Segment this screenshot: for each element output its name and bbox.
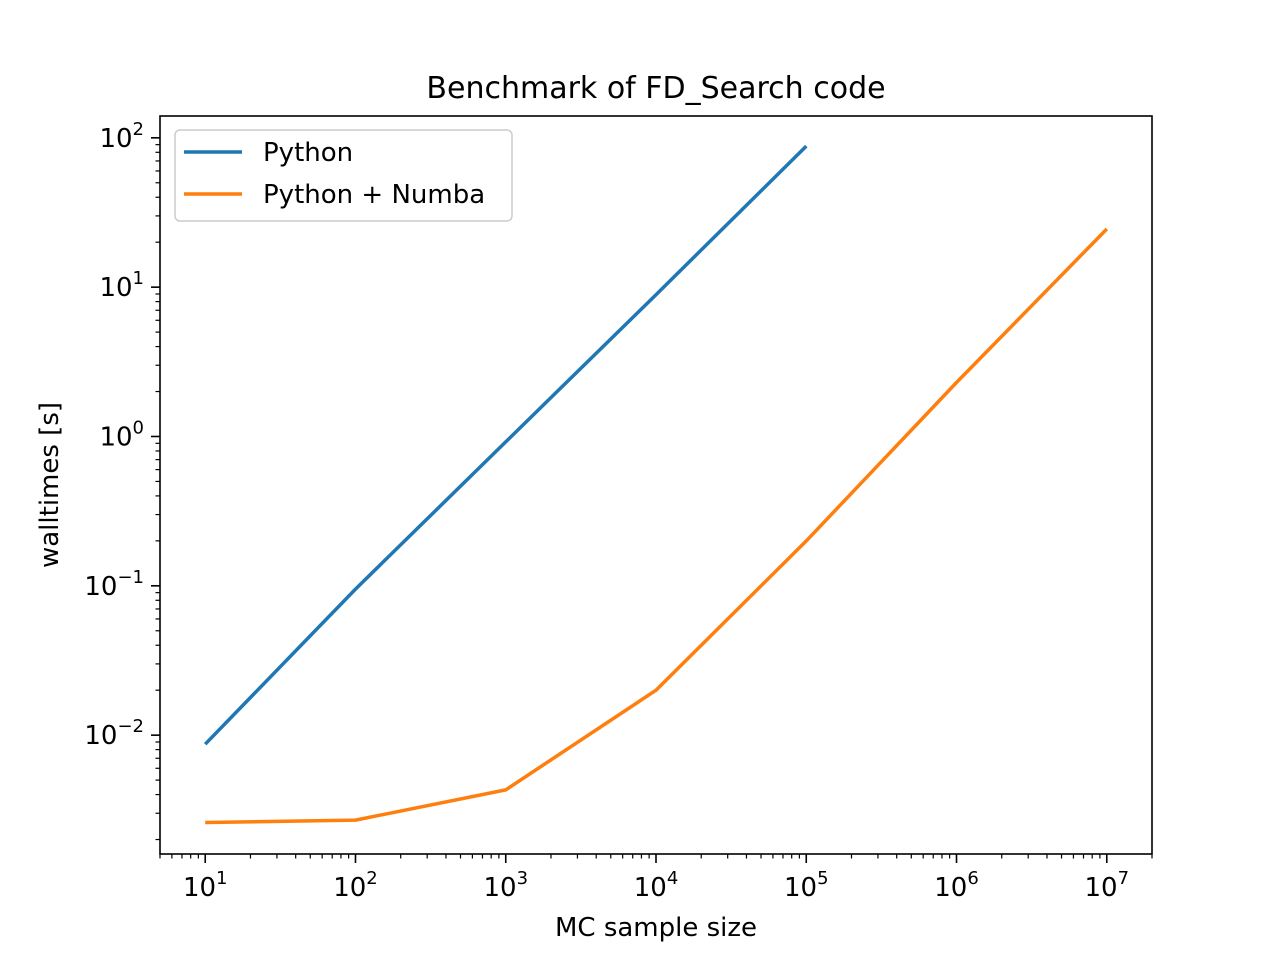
- legend-frame: [174, 129, 513, 222]
- y-tick-label: 101: [99, 268, 144, 303]
- x-tick-label: 101: [183, 868, 228, 903]
- x-tick-label: 106: [934, 868, 979, 903]
- x-tick-label: 107: [1084, 868, 1129, 903]
- y-tick-label: 100: [99, 417, 144, 452]
- series-line-1: [205, 227, 1109, 825]
- y-tick-label: 10−2: [84, 716, 144, 751]
- legend-label-python-numba: Python + Numba: [263, 180, 485, 210]
- y-tick-label: 102: [99, 119, 144, 154]
- y-axis-label: walltimes [s]: [35, 402, 65, 568]
- x-tick-label: 102: [333, 868, 378, 903]
- x-axis-label: MC sample size: [555, 913, 757, 943]
- legend-label-python: Python: [263, 138, 353, 168]
- chart-title: Benchmark of FD_Search code: [426, 71, 885, 106]
- y-axis: 10−2 10−1 100 101 102: [84, 119, 160, 841]
- x-tick-label: 104: [634, 868, 679, 903]
- legend: Python Python + Numba: [174, 129, 513, 222]
- plot-layer: [203, 144, 1109, 825]
- series-line-0: [203, 144, 808, 746]
- x-axis: 101 102 103 104 105 106 107: [159, 854, 1153, 903]
- y-tick-label: 10−1: [84, 567, 144, 602]
- x-tick-label: 105: [784, 868, 829, 903]
- x-tick-label: 103: [483, 868, 528, 903]
